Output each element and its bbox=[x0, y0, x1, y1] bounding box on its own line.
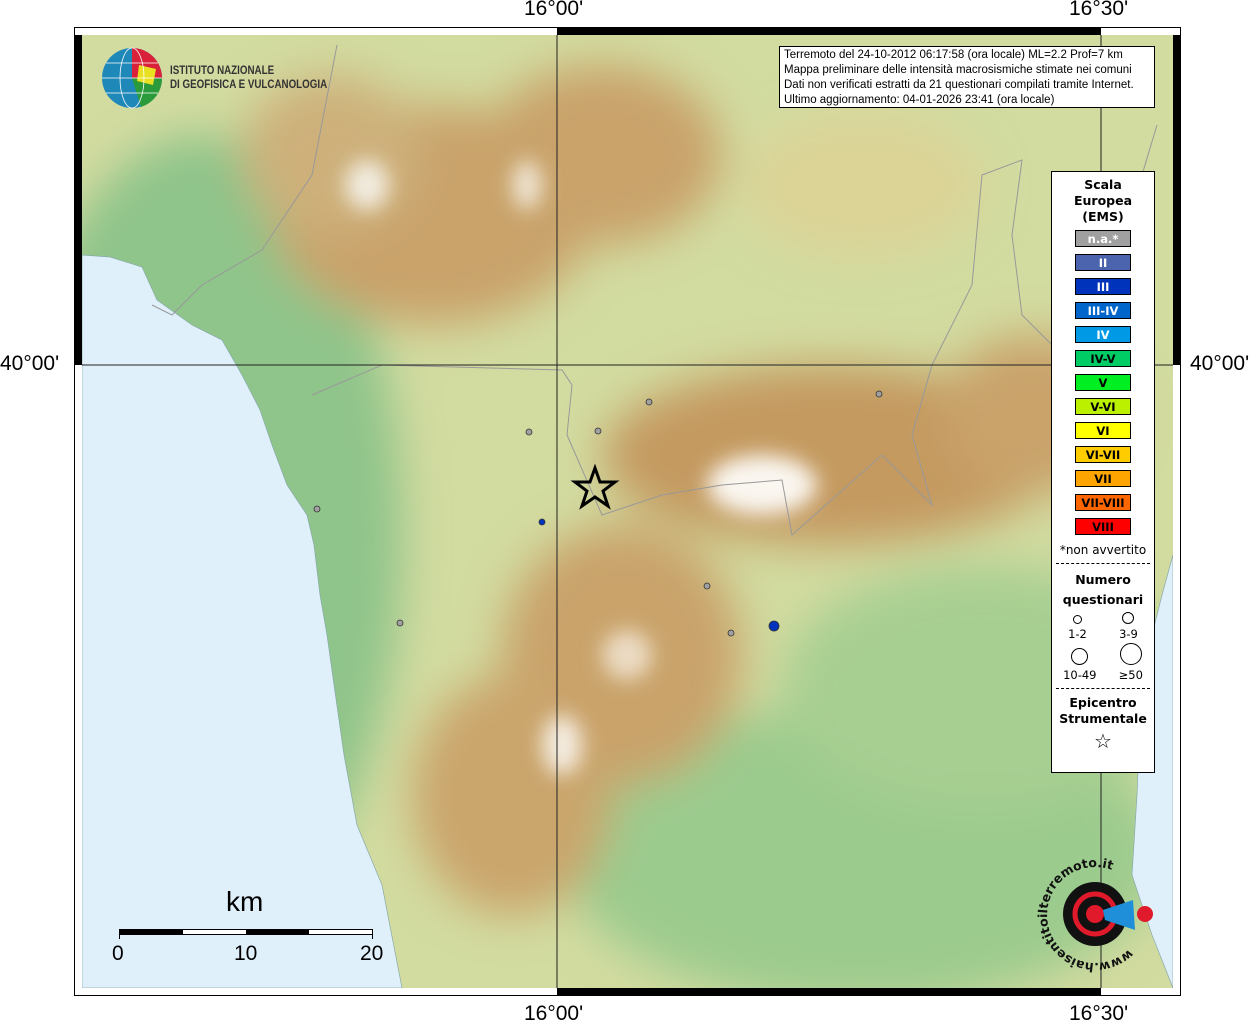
count-label: 3-9 bbox=[1119, 627, 1138, 641]
intensity-point-na[interactable] bbox=[875, 390, 883, 398]
count-label: 1-2 bbox=[1068, 627, 1087, 641]
divider bbox=[1056, 688, 1150, 689]
region-border bbox=[151, 44, 338, 316]
legend-title-line: Europea bbox=[1073, 193, 1133, 208]
legend-class-vi: VI bbox=[1075, 422, 1131, 439]
scale-tick bbox=[372, 929, 373, 939]
intensity-point-na[interactable] bbox=[645, 398, 653, 406]
legend-class-iv-v: IV-V bbox=[1075, 350, 1131, 367]
legend-title: Scala Europea (EMS) bbox=[1052, 177, 1154, 225]
lon-label-top-left: 16°00' bbox=[524, 0, 584, 20]
intensity-point-na[interactable] bbox=[727, 629, 735, 637]
lon-label-bottom-right: 16°30' bbox=[1069, 1002, 1129, 1025]
legend-class-viii: VIII bbox=[1075, 518, 1131, 535]
border-bar-left bbox=[74, 35, 82, 365]
scale-label-0: 0 bbox=[112, 942, 124, 965]
legend-class-na: n.a.* bbox=[1075, 230, 1131, 247]
legend: Scala Europea (EMS) n.a.* II III III-IV IV IV… bbox=[1051, 171, 1155, 773]
legend-class-vii: VII bbox=[1075, 470, 1131, 487]
logo-line2: DI GEOFISICA E VULCANOLOGIA bbox=[170, 79, 328, 91]
intensity-point-na[interactable] bbox=[525, 428, 533, 436]
epi-title-line: Strumentale bbox=[1059, 711, 1147, 726]
info-line: Ultimo aggiornamento: 04-01-2026 23:41 (… bbox=[784, 94, 1055, 106]
count-size-10-49: 10-49 bbox=[1063, 648, 1096, 682]
map-canvas[interactable] bbox=[82, 35, 1173, 988]
lat-label-left: 40°00' bbox=[0, 352, 60, 375]
terrain-peaks bbox=[345, 160, 817, 775]
legend-class-iv: IV bbox=[1075, 326, 1131, 343]
logo-line1: ISTITUTO NAZIONALE bbox=[170, 65, 275, 77]
lat-label-right: 40°00' bbox=[1190, 352, 1250, 375]
intensity-point-na[interactable] bbox=[313, 505, 321, 513]
legend-class-vi-vii: VI-VII bbox=[1075, 446, 1131, 463]
scale-label-10: 10 bbox=[234, 942, 258, 965]
intensity-point-iii[interactable] bbox=[768, 620, 780, 632]
haisentito-logo: www.haisentitoilterremoto.it bbox=[1035, 855, 1153, 975]
scale-bar bbox=[119, 929, 373, 935]
scale-unit: km bbox=[226, 886, 264, 917]
ingv-globe-logo bbox=[102, 47, 163, 109]
scale-label-20: 20 bbox=[360, 942, 384, 965]
legend-note: *non avvertito bbox=[1059, 543, 1147, 557]
legend-class-v: V bbox=[1075, 374, 1131, 391]
count-size-3-9: 3-9 bbox=[1119, 612, 1138, 641]
border-bar-right bbox=[1173, 35, 1181, 365]
legend-class-iii-iv: III-IV bbox=[1075, 302, 1131, 319]
legend-class-vii-viii: VII-VIII bbox=[1075, 494, 1131, 511]
epicenter-star-icon[interactable] bbox=[570, 463, 620, 510]
count-title-line: questionari bbox=[1062, 592, 1144, 607]
legend-title-line: Scala bbox=[1084, 177, 1122, 192]
intensity-point-na[interactable] bbox=[396, 619, 404, 627]
count-label: ≥50 bbox=[1118, 668, 1143, 682]
intensity-point-iii[interactable] bbox=[538, 518, 546, 526]
lon-label-bottom-left: 16°00' bbox=[524, 1002, 584, 1025]
intensity-point-na[interactable] bbox=[594, 427, 602, 435]
event-info-box: Terremoto del 24-10-2012 06:17:58 (ora l… bbox=[779, 46, 1155, 108]
info-line: Mappa preliminare delle intensità macros… bbox=[784, 64, 1132, 76]
info-line: Dati non verificati estratti da 21 quest… bbox=[784, 79, 1134, 91]
legend-class-ii: II bbox=[1075, 254, 1131, 271]
count-label: 10-49 bbox=[1063, 668, 1097, 682]
intensity-point-na[interactable] bbox=[703, 582, 711, 590]
lon-label-top-right: 16°30' bbox=[1069, 0, 1129, 20]
divider bbox=[1056, 563, 1150, 564]
legend-class-iii: III bbox=[1075, 278, 1131, 295]
count-size-50-plus: ≥50 bbox=[1119, 643, 1143, 682]
sea-west bbox=[82, 254, 403, 988]
border-bar-bottom bbox=[557, 988, 1101, 996]
epi-title-line: Epicentro bbox=[1069, 695, 1137, 710]
ingv-logo-text: ISTITUTO NAZIONALE DI GEOFISICA E VULCAN… bbox=[170, 64, 327, 92]
count-size-1-2: 1-2 bbox=[1068, 613, 1087, 641]
legend-title-line: (EMS) bbox=[1082, 209, 1124, 224]
legend-star-icon: ☆ bbox=[1094, 729, 1112, 753]
count-title-line: Numero bbox=[1075, 572, 1131, 587]
legend-class-v-vi: V-VI bbox=[1075, 398, 1131, 415]
info-line: Terremoto del 24-10-2012 06:17:58 (ora l… bbox=[784, 49, 1123, 61]
scale-tick bbox=[119, 929, 120, 939]
border-bar-top bbox=[557, 27, 1101, 35]
